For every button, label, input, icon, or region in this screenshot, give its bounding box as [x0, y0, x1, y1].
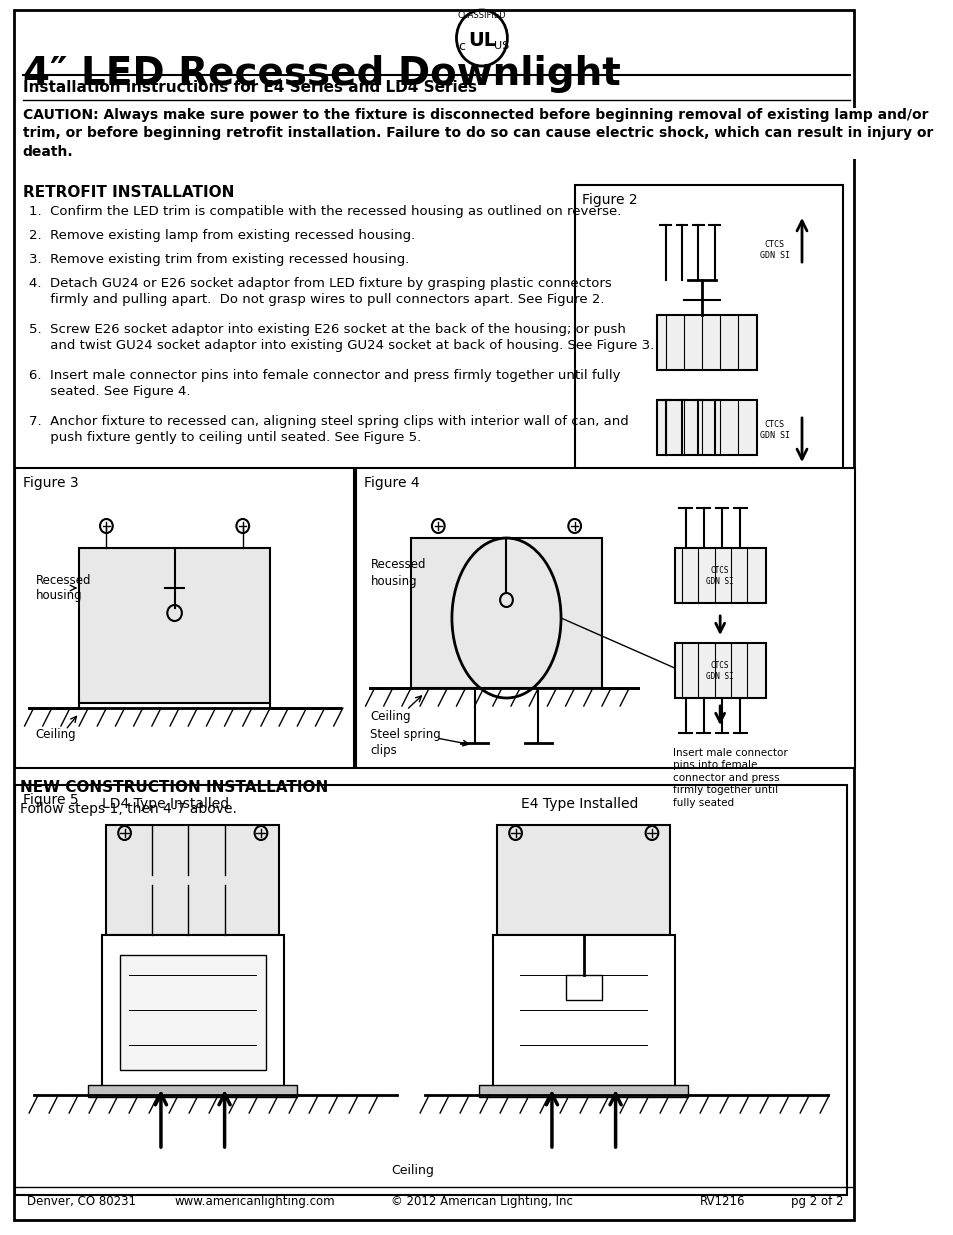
Text: US: US	[494, 41, 509, 51]
Text: 1.  Confirm the LED trim is compatible with the recessed housing as outlined on : 1. Confirm the LED trim is compatible wi…	[30, 205, 620, 219]
Text: CTCS
GDN SI: CTCS GDN SI	[759, 420, 789, 440]
Text: RETROFIT INSTALLATION: RETROFIT INSTALLATION	[23, 185, 233, 200]
Text: UL: UL	[467, 31, 496, 49]
FancyBboxPatch shape	[102, 935, 283, 1091]
Text: CTCS
GDN SI: CTCS GDN SI	[705, 567, 733, 585]
Text: 5.  Screw E26 socket adaptor into existing E26 socket at the back of the housing: 5. Screw E26 socket adaptor into existin…	[30, 324, 654, 352]
Text: Follow steps 1, then 4-7 above.: Follow steps 1, then 4-7 above.	[20, 802, 236, 816]
Text: www.americanlighting.com: www.americanlighting.com	[174, 1195, 335, 1208]
FancyBboxPatch shape	[574, 185, 842, 495]
Text: © 2012 American Lighting, Inc: © 2012 American Lighting, Inc	[391, 1195, 572, 1208]
Text: 4″ LED Recessed Downlight: 4″ LED Recessed Downlight	[23, 56, 619, 93]
FancyBboxPatch shape	[15, 468, 354, 768]
FancyBboxPatch shape	[497, 825, 669, 935]
Text: NEW CONSTRUCTION INSTALLATION: NEW CONSTRUCTION INSTALLATION	[20, 781, 328, 795]
FancyBboxPatch shape	[674, 643, 765, 698]
Text: Ceiling: Ceiling	[370, 710, 411, 722]
Text: CTCS
GDN SI: CTCS GDN SI	[705, 661, 733, 680]
Text: 2.  Remove existing lamp from existing recessed housing.: 2. Remove existing lamp from existing re…	[30, 228, 415, 242]
FancyBboxPatch shape	[15, 785, 845, 1195]
Text: 7.  Anchor fixture to recessed can, aligning steel spring clips with interior wa: 7. Anchor fixture to recessed can, align…	[30, 415, 628, 445]
FancyBboxPatch shape	[565, 974, 601, 1000]
Text: Denver, CO 80231: Denver, CO 80231	[28, 1195, 136, 1208]
Text: Figure 3: Figure 3	[23, 475, 78, 490]
Text: RV1216: RV1216	[700, 1195, 745, 1208]
Text: Insert male connector
pins into female
connector and press
firmly together until: Insert male connector pins into female c…	[672, 748, 787, 808]
FancyBboxPatch shape	[120, 955, 265, 1070]
FancyBboxPatch shape	[493, 935, 674, 1091]
Text: CLASSIFIED: CLASSIFIED	[457, 11, 506, 21]
FancyBboxPatch shape	[88, 1086, 297, 1097]
Text: Ceiling: Ceiling	[35, 727, 76, 741]
Text: E4 Type Installed: E4 Type Installed	[520, 797, 638, 811]
FancyBboxPatch shape	[478, 1086, 688, 1097]
Text: Figure 2: Figure 2	[581, 193, 637, 207]
Text: pg 2 of 2: pg 2 of 2	[790, 1195, 842, 1208]
Text: Ceiling: Ceiling	[391, 1165, 434, 1177]
Text: LD4 Type Installed: LD4 Type Installed	[102, 797, 229, 811]
FancyBboxPatch shape	[674, 548, 765, 603]
FancyBboxPatch shape	[79, 548, 270, 703]
Text: Figure 5: Figure 5	[23, 793, 78, 806]
Text: CAUTION: Always make sure power to the fixture is disconnected before beginning : CAUTION: Always make sure power to the f…	[23, 107, 932, 159]
Text: CTCS
GDN SI: CTCS GDN SI	[759, 241, 789, 259]
Text: Figure 4: Figure 4	[363, 475, 419, 490]
Text: c: c	[458, 40, 465, 53]
FancyBboxPatch shape	[656, 315, 756, 370]
Text: 3.  Remove existing trim from existing recessed housing.: 3. Remove existing trim from existing re…	[30, 253, 409, 266]
FancyBboxPatch shape	[13, 10, 853, 1220]
Text: Steel spring
clips: Steel spring clips	[370, 727, 440, 757]
FancyBboxPatch shape	[356, 468, 854, 768]
Text: 4.  Detach GU24 or E26 socket adaptor from LED fixture by grasping plastic conne: 4. Detach GU24 or E26 socket adaptor fro…	[30, 277, 611, 306]
Text: Installation instructions for E4 Series and LD4 Series: Installation instructions for E4 Series …	[23, 80, 476, 95]
Text: Recessed
housing: Recessed housing	[371, 558, 426, 588]
Text: 6.  Insert male connector pins into female connector and press firmly together u: 6. Insert male connector pins into femal…	[30, 369, 620, 399]
FancyBboxPatch shape	[107, 825, 279, 935]
Text: Recessed
housing: Recessed housing	[35, 573, 91, 603]
FancyBboxPatch shape	[411, 538, 601, 688]
FancyBboxPatch shape	[656, 400, 756, 454]
